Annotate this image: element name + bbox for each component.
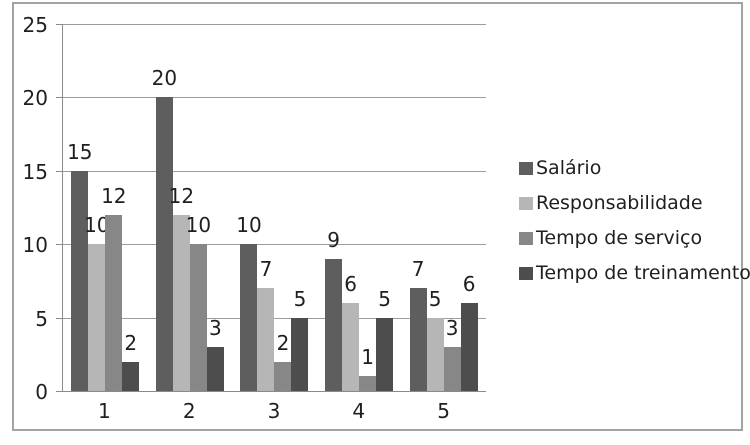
- bar: 6: [342, 274, 360, 391]
- bar-group: 20 12 10 3: [148, 24, 233, 391]
- gridline: [63, 317, 486, 319]
- bar-value-label: 5: [293, 286, 307, 311]
- gridline: [63, 244, 486, 246]
- bar-group: 10 7 2 5: [232, 24, 317, 391]
- bar-value-label: 2: [124, 330, 138, 355]
- bar: 7: [257, 259, 275, 391]
- bar: 20: [152, 68, 177, 391]
- bar: 15: [67, 142, 93, 391]
- legend-item: Salário: [519, 158, 750, 178]
- legend-item-label: Tempo de serviço: [536, 227, 703, 249]
- y-axis-tick: [56, 317, 62, 319]
- legend-item-label: Responsabilidade: [536, 192, 703, 214]
- x-axis-label: 2: [182, 399, 196, 423]
- y-axis-tick-label: 15: [22, 159, 48, 184]
- bar-value-label: 3: [445, 315, 459, 340]
- y-axis-tick-label: 25: [22, 13, 48, 37]
- bar: 5: [376, 289, 394, 391]
- legend-item-label: Salário: [536, 157, 602, 179]
- bar: 2: [274, 333, 292, 391]
- y-axis-tick-label: 5: [35, 306, 48, 331]
- bar-value-label: 7: [259, 257, 273, 282]
- bar-value-label: 15: [67, 139, 93, 164]
- bar-value-label: 12: [168, 183, 195, 208]
- bar: 9: [325, 230, 343, 391]
- bar: 12: [101, 186, 127, 391]
- bar: 5: [426, 289, 444, 391]
- chart-frame: 0 5 10 15 20 25 15 10 12 2 20 12 10 3 10 7 2 5 9 6 1 5 7 5 3 6 1…: [12, 2, 750, 431]
- bar-value-label: 7: [411, 257, 425, 282]
- gridline: [63, 24, 486, 25]
- gridline: [63, 97, 486, 99]
- bar: 5: [291, 289, 309, 391]
- x-axis-label: 5: [437, 399, 450, 423]
- bar: 10: [236, 215, 262, 391]
- bar: 3: [443, 318, 461, 391]
- x-axis: 1 2 3 4 5: [62, 400, 486, 422]
- bar-value-label: 6: [462, 271, 476, 296]
- bar: 1: [359, 347, 377, 391]
- plot-area: 15 10 12 2 20 12 10 3 10 7 2 5 9 6 1 5 7 5 3 6: [56, 24, 486, 392]
- x-axis-label: 4: [352, 399, 366, 423]
- legend: Salário Responsabilidade Tempo de serviço T…: [519, 158, 750, 283]
- bar: 2: [122, 333, 140, 391]
- bar-value-label: 10: [84, 213, 110, 238]
- bar-value-label: 6: [344, 271, 357, 296]
- bar-groups: 15 10 12 2 20 12 10 3 10 7 2 5 9 6 1 5 7 5 3 6: [63, 24, 486, 391]
- legend-item: Responsabilidade: [519, 193, 750, 213]
- legend-item: Tempo de serviço: [519, 228, 750, 248]
- legend-marker-icon: [519, 231, 533, 245]
- x-axis-label: 1: [98, 399, 111, 423]
- y-axis-tick-label: 10: [22, 233, 48, 258]
- bar-value-label: 5: [378, 286, 391, 311]
- x-axis-label: 3: [267, 399, 281, 423]
- bar-value-label: 2: [276, 330, 290, 355]
- bar-value-label: 9: [327, 227, 340, 252]
- y-axis-tick: [56, 97, 62, 99]
- y-axis-tick: [56, 244, 62, 246]
- bar: 7: [409, 259, 427, 391]
- bar: 3: [206, 318, 224, 391]
- bar-value-label: 5: [428, 286, 442, 311]
- bar-value-label: 3: [209, 315, 222, 340]
- bar: 10: [186, 215, 211, 391]
- bar: 10: [84, 215, 110, 391]
- legend-item-label: Tempo de treinamento: [536, 262, 750, 284]
- y-axis-tick-label: 0: [35, 380, 48, 404]
- bar: 12: [169, 186, 194, 391]
- bar-value-label: 12: [101, 183, 127, 208]
- y-axis: 0 5 10 15 20 25: [14, 15, 48, 402]
- y-axis-tick: [56, 170, 62, 172]
- legend-marker-icon: [519, 266, 533, 280]
- bar-value-label: 10: [185, 213, 212, 238]
- bar-group: 15 10 12 2: [63, 24, 148, 391]
- legend-marker-icon: [519, 161, 533, 175]
- legend-marker-icon: [519, 196, 533, 210]
- y-axis-tick-label: 20: [22, 86, 48, 111]
- bar-value-label: 1: [361, 345, 374, 370]
- gridline: [63, 170, 486, 172]
- y-axis-tick: [56, 391, 62, 392]
- bar: 6: [460, 274, 478, 391]
- bar-value-label: 10: [236, 213, 262, 238]
- legend-item: Tempo de treinamento: [519, 263, 750, 283]
- bar-value-label: 20: [151, 66, 178, 91]
- y-axis-tick: [56, 24, 62, 25]
